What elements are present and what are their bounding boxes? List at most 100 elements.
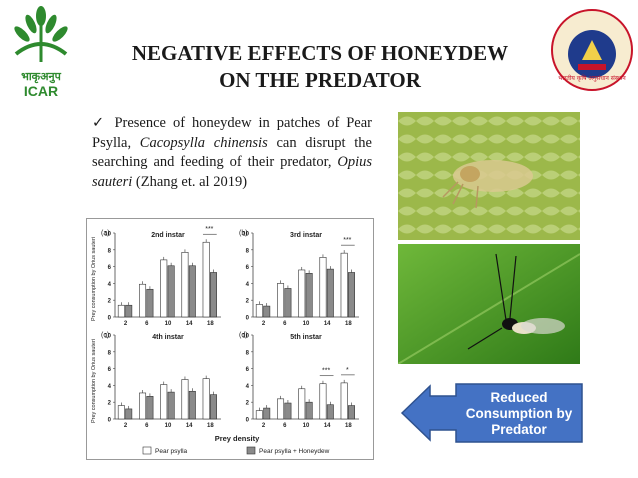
bullet-part-3: (Zhang et. al 2019) — [132, 173, 248, 190]
y-tick-label: 8 — [108, 350, 112, 356]
bar-pear-psylla — [340, 382, 348, 420]
iari-caption: भारतीय कृषि अनुसंधान संस्थान — [558, 75, 626, 82]
y-tick-label: 6 — [108, 265, 112, 271]
bar-honeydew — [167, 391, 175, 420]
bar-honeydew — [263, 407, 271, 420]
bar-pear-psylla — [277, 283, 285, 318]
bar-pear-psylla — [139, 283, 147, 318]
y-axis-label: Prey consumption by Orius sauteri — [91, 237, 97, 321]
bar-pear-psylla — [277, 398, 285, 420]
x-tick-label: 10 — [165, 423, 172, 429]
bar-pear-psylla — [117, 304, 125, 318]
y-tick-label: 0 — [246, 316, 250, 322]
psylla-photo — [398, 112, 580, 240]
bar-honeydew — [348, 272, 355, 318]
icar-logo: भाकृअनुप ICAR — [6, 4, 76, 99]
legend-swatch-honeydew — [246, 446, 256, 455]
bar-honeydew — [188, 390, 196, 420]
bar-pear-psylla — [255, 410, 263, 420]
x-tick-label: 18 — [345, 321, 352, 327]
wasp-photo — [397, 244, 581, 365]
panel-label: (a) — [101, 230, 110, 237]
x-tick-label: 6 — [145, 321, 149, 327]
bar-pear-psylla — [139, 392, 147, 420]
significance-label: *** — [322, 368, 330, 375]
x-tick-label: 2 — [124, 321, 128, 327]
panel-label: (c) — [101, 332, 109, 339]
y-tick-label: 0 — [246, 418, 250, 424]
bar-pear-psylla — [298, 388, 306, 420]
bar-pear-psylla — [117, 405, 125, 420]
x-tick-label: 14 — [324, 423, 331, 429]
bar-pear-psylla — [340, 252, 348, 318]
x-tick-label: 18 — [345, 423, 352, 429]
y-tick-label: 4 — [246, 384, 250, 390]
chart-figure: (a) 2nd instar 0 2 4 6 8 10 2 6 10 14 18 *** (b) 3rd in… — [86, 218, 374, 460]
bar-honeydew — [146, 396, 154, 420]
bar-honeydew — [348, 405, 355, 420]
bar-pear-psylla — [255, 304, 263, 318]
bar-honeydew — [305, 401, 313, 420]
panel-label: (b) — [239, 230, 248, 237]
panel-label: (d) — [239, 332, 248, 339]
y-tick-label: 6 — [246, 367, 250, 373]
x-tick-label: 6 — [283, 321, 287, 327]
wheat-icon — [14, 6, 68, 62]
x-tick-label: 10 — [165, 321, 172, 327]
slide-title: NEGATIVE EFFECTS OF HONEYDEW ON THE PRED… — [80, 40, 560, 94]
y-tick-label: 2 — [246, 299, 250, 305]
bar-pear-psylla — [160, 384, 168, 420]
x-tick-label: 10 — [303, 423, 310, 429]
bar-honeydew — [146, 288, 154, 318]
significance-label: *** — [343, 237, 351, 244]
legend-label: Pear psylla + Honeydew — [259, 448, 330, 455]
bar-honeydew — [284, 402, 292, 420]
y-axis-label: Prey consumption by Orius sauteri — [91, 339, 97, 423]
species-cacopsylla: Cacopsylla chinensis — [139, 134, 268, 151]
bar-honeydew — [326, 404, 334, 420]
bullet-paragraph: ✓ Presence of honeydew in patches of Pea… — [92, 114, 372, 192]
y-tick-label: 10 — [242, 334, 249, 340]
x-tick-label: 10 — [303, 321, 310, 327]
y-tick-label: 8 — [246, 248, 250, 254]
y-tick-label: 6 — [108, 367, 112, 373]
bullet-part-2: can disrupt the searching and feeding of… — [92, 134, 372, 171]
panel-title: 5th instar — [290, 334, 322, 341]
y-tick-label: 10 — [104, 232, 111, 238]
y-tick-label: 10 — [104, 334, 111, 340]
y-tick-label: 8 — [108, 248, 112, 254]
x-tick-label: 6 — [283, 423, 287, 429]
y-tick-label: 0 — [108, 316, 112, 322]
icar-text: ICAR — [23, 83, 59, 99]
x-tick-label: 2 — [124, 423, 128, 429]
y-tick-label: 0 — [108, 418, 112, 424]
title-line-1: NEGATIVE EFFECTS OF HONEYDEW — [131, 41, 509, 65]
x-tick-label: 2 — [262, 423, 266, 429]
y-tick-label: 8 — [246, 350, 250, 356]
icar-hindi: भाकृअनुप — [21, 70, 61, 83]
x-tick-label: 2 — [262, 321, 266, 327]
y-tick-label: 4 — [246, 282, 250, 288]
panel-title: 2nd instar — [151, 232, 185, 239]
x-tick-label: 18 — [207, 321, 214, 327]
bar-honeydew — [125, 408, 133, 420]
y-tick-label: 10 — [242, 232, 249, 238]
x-tick-label: 18 — [207, 423, 214, 429]
significance-label: *** — [205, 226, 213, 233]
bar-honeydew — [284, 288, 292, 318]
panel-title: 4th instar — [152, 334, 184, 341]
bar-honeydew — [210, 272, 217, 318]
y-tick-label: 2 — [108, 401, 112, 407]
y-tick-label: 2 — [246, 401, 250, 407]
legend-label: Pear psylla — [155, 448, 188, 455]
y-tick-label: 4 — [108, 384, 112, 390]
x-tick-label: 14 — [324, 321, 331, 327]
bar-pear-psylla — [319, 257, 327, 318]
bar-pear-psylla — [160, 259, 168, 318]
chart-svg: (a) 2nd instar 0 2 4 6 8 10 2 6 10 14 18 *** (b) 3rd in… — [91, 226, 359, 455]
panel-title: 3rd instar — [290, 232, 322, 239]
bar-honeydew — [167, 265, 175, 318]
bullet-part-1: Presence of honeydew in patches of Pear … — [92, 115, 372, 151]
bar-honeydew — [188, 265, 196, 318]
bar-pear-psylla — [319, 383, 327, 420]
